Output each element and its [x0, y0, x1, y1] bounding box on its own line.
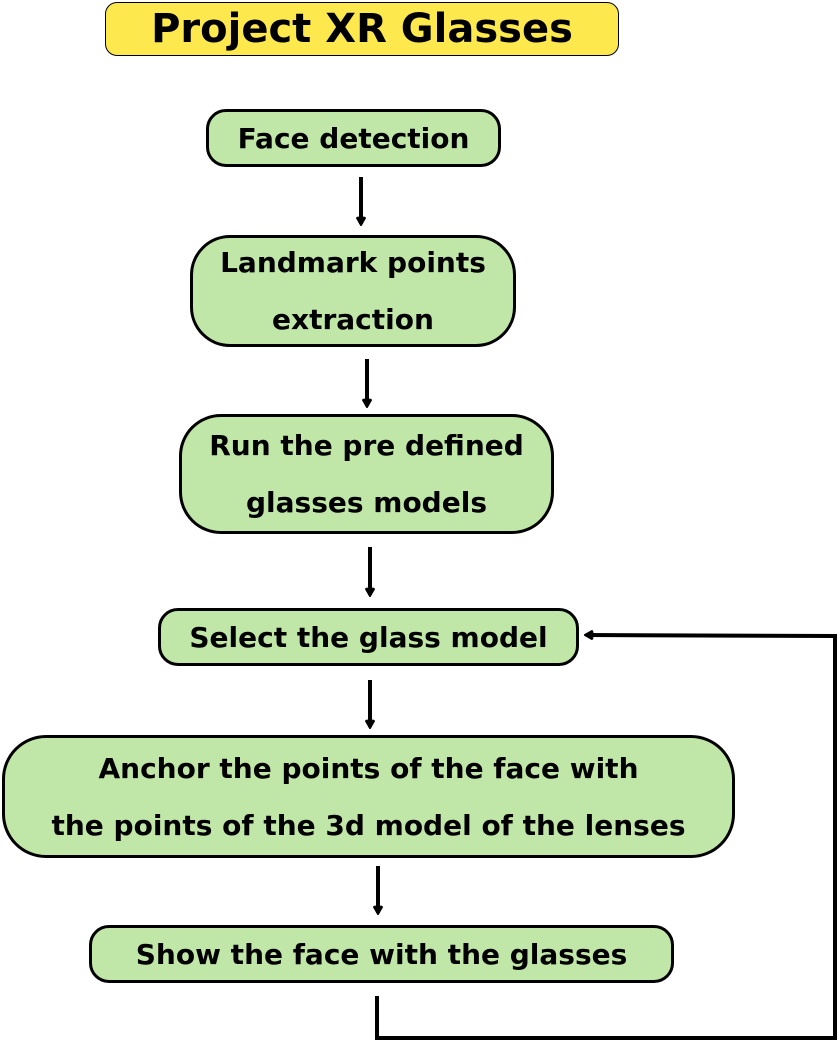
step-anchor-points: Anchor the points of the face with the p… [2, 735, 735, 858]
step-face-detection: Face detection [206, 109, 501, 167]
step-show-face: Show the face with the glasses [89, 925, 674, 983]
diagram-title: Project XR Glasses [105, 2, 619, 56]
feedback-loop-arrow [375, 635, 837, 1040]
step-landmark-extraction: Landmark points extraction [190, 235, 516, 347]
step-run-models: Run the pre defined glasses models [179, 414, 554, 534]
step-select-model: Select the glass model [158, 608, 579, 666]
